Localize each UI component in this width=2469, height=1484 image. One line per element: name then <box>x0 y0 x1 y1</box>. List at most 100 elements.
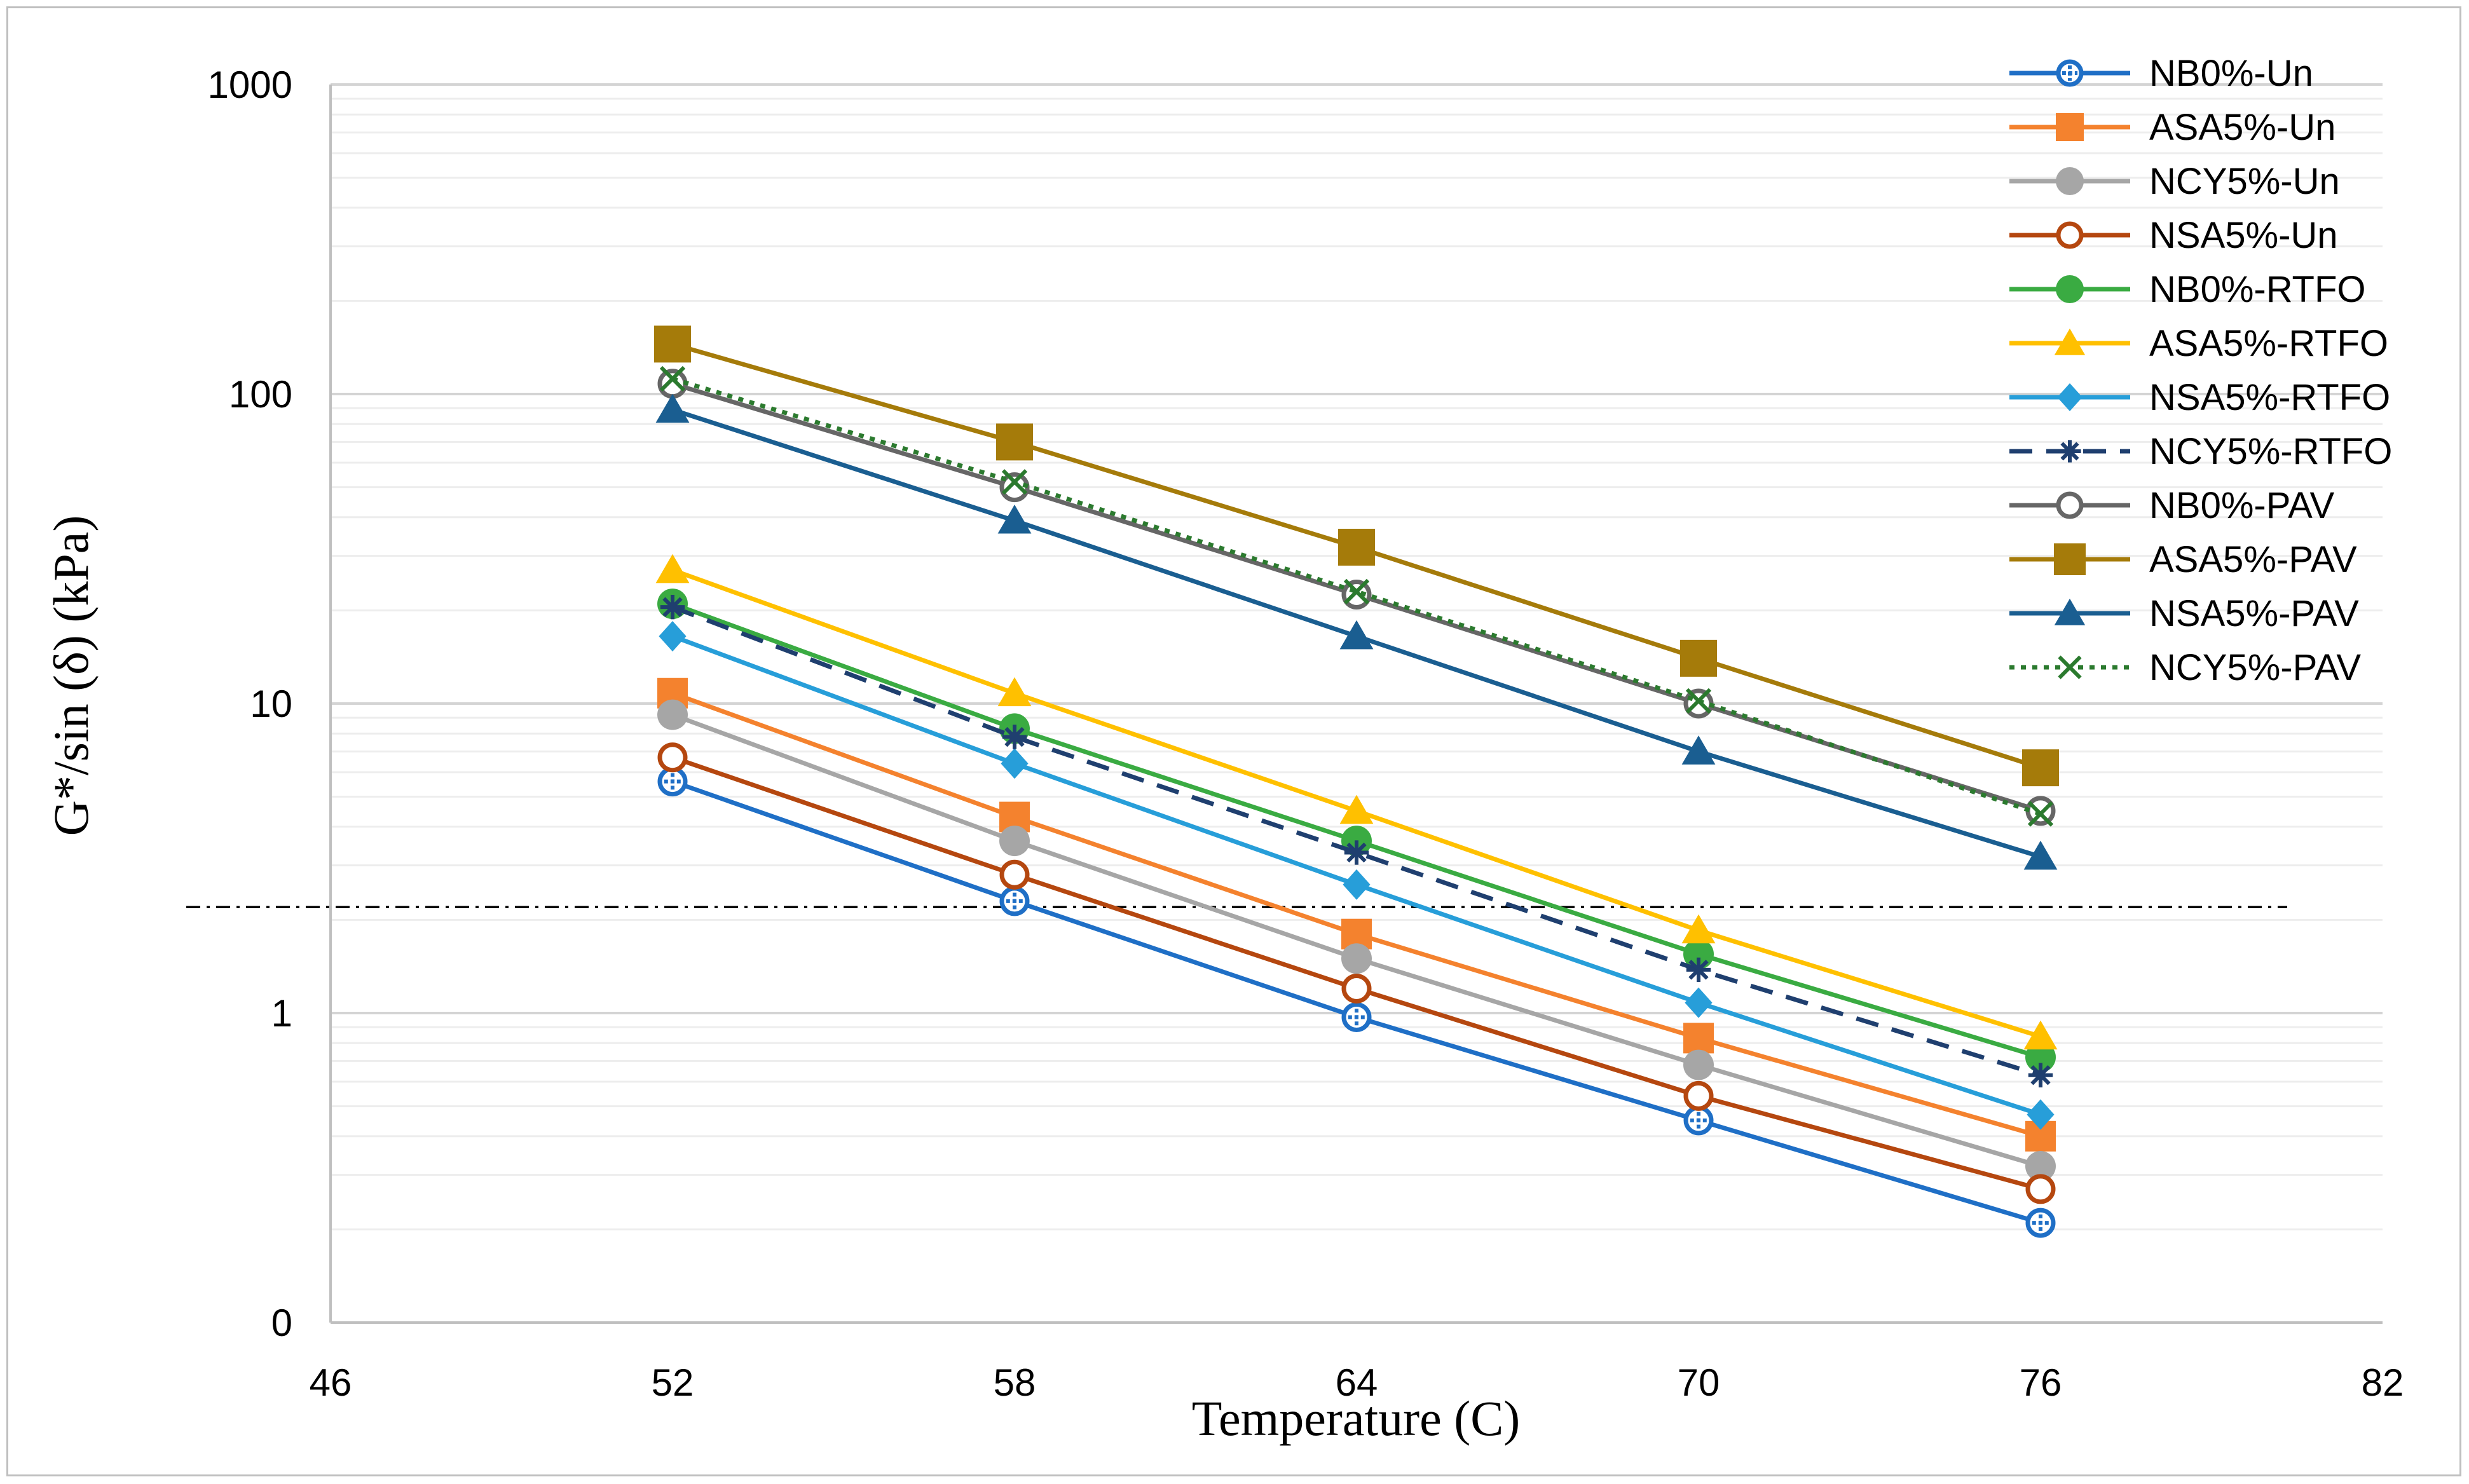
legend-entry: NCY5%-RTFO <box>2009 431 2392 472</box>
marker-triangle <box>2054 598 2086 625</box>
data-point <box>1339 620 1374 650</box>
marker-diamond <box>2057 383 2083 411</box>
marker-diamond <box>1343 869 1371 900</box>
x-axis-title: Temperature (C) <box>1192 1391 1520 1446</box>
data-point <box>997 677 1032 707</box>
marker-circle-open <box>2056 491 2084 519</box>
data-point <box>657 766 688 797</box>
series-nsa5-un <box>657 742 2056 1204</box>
marker-x-b <box>1685 688 1712 714</box>
legend-entry: NSA5%-RTFO <box>2009 377 2390 418</box>
legend-entry: ASA5%-Un <box>2009 107 2336 148</box>
y-tick-label: 100 <box>229 373 292 416</box>
data-point <box>657 369 688 399</box>
marker-x-b <box>659 365 686 392</box>
marker-square <box>2054 543 2086 575</box>
marker-circle <box>657 699 688 730</box>
marker-square <box>2022 749 2059 787</box>
marker-diamond <box>659 621 687 652</box>
marker-diamond <box>1685 987 1713 1018</box>
legend-entry: NCY5%-PAV <box>2009 647 2361 688</box>
data-point <box>2028 1063 2053 1087</box>
legend-label: ASA5%-Un <box>2149 107 2336 148</box>
data-point <box>659 621 687 652</box>
marker-circle-open <box>1683 1080 1714 1111</box>
marker-star-arm <box>1346 842 1367 863</box>
marker-triangle <box>2054 328 2086 355</box>
series-ncy5-pav <box>659 365 2054 827</box>
data-point <box>1683 1049 1714 1080</box>
marker-square <box>1683 1023 1714 1054</box>
data-point <box>2025 1042 2056 1073</box>
data-point <box>2023 840 2058 870</box>
line-chart: 46 52 58 64 70 76 82 0 1 10 100 1000 NB0%-Un ASA5%-U… <box>43 53 2404 1446</box>
legend-label: NSA5%-Un <box>2149 215 2338 256</box>
series-line <box>671 604 2042 1078</box>
data-point <box>1685 987 1713 1018</box>
marker-triangle <box>2023 1020 2058 1050</box>
legend-entry: ASA5%-RTFO <box>2009 323 2388 364</box>
data-point <box>1001 469 1028 495</box>
data-point <box>2027 801 2054 827</box>
series-line <box>671 691 2041 1139</box>
data-point <box>654 325 691 363</box>
data-point <box>1001 748 1029 779</box>
data-point <box>999 859 1030 890</box>
data-point <box>1341 973 1372 1004</box>
marker-triangle <box>1339 620 1374 650</box>
series-asa5-un <box>657 677 2056 1152</box>
series-nb0-un <box>657 766 2056 1238</box>
marker-star-arm <box>662 597 683 617</box>
data-point <box>1686 957 1711 983</box>
marker-triangle <box>1339 794 1374 824</box>
marker-triangle <box>997 504 1032 534</box>
marker-circle-open <box>657 369 688 399</box>
data-point <box>1683 1105 1714 1136</box>
marker-x-b <box>2058 655 2082 679</box>
legend-entry: NCY5%-Un <box>2009 161 2340 202</box>
marker-diamond <box>1001 748 1029 779</box>
legend-label: NB0%-PAV <box>2149 485 2334 526</box>
marker-square <box>2056 113 2084 141</box>
legend-label: NB0%-RTFO <box>2149 269 2366 310</box>
data-point <box>655 554 690 583</box>
marker-circle <box>999 826 1030 857</box>
data-point <box>1341 943 1372 974</box>
marker-circle <box>1683 1049 1714 1080</box>
x-tick-label: 52 <box>652 1361 694 1404</box>
data-point <box>655 393 690 423</box>
data-point <box>1343 578 1370 604</box>
y-tick-label: 0 <box>271 1302 292 1344</box>
marker-square <box>1680 639 1717 677</box>
marker-square <box>654 325 691 363</box>
data-point <box>659 365 686 392</box>
data-point <box>2025 1174 2056 1204</box>
data-point <box>1341 1002 1372 1032</box>
marker-circle <box>2056 275 2084 303</box>
data-point <box>1344 840 1369 865</box>
legend-label: NCY5%-PAV <box>2149 647 2361 688</box>
legend-label: NB0%-Un <box>2149 53 2313 94</box>
marker-triangle <box>997 677 1032 707</box>
chart-frame: 46 52 58 64 70 76 82 0 1 10 100 1000 NB0%-Un ASA5%-U… <box>6 6 2461 1476</box>
series-nsa5-pav <box>655 393 2058 870</box>
data-point <box>999 886 1030 916</box>
data-point <box>1341 579 1372 609</box>
marker-circle-open <box>999 859 1030 890</box>
data-point <box>1680 639 1717 677</box>
x-tick-label: 70 <box>1678 1361 1720 1404</box>
legend-label: NCY5%-Un <box>2149 161 2340 202</box>
data-point <box>1338 528 1375 566</box>
marker-circle <box>1341 943 1372 974</box>
data-point <box>1002 725 1027 749</box>
marker-circle <box>2056 167 2084 195</box>
data-point <box>657 742 688 773</box>
legend-label: NSA5%-RTFO <box>2149 377 2390 418</box>
legend-entry: NB0%-PAV <box>2009 485 2334 526</box>
data-point <box>1681 914 1716 944</box>
marker-circle-open <box>1341 579 1372 609</box>
marker-circle <box>2025 1150 2056 1181</box>
data-point <box>2023 1020 2058 1050</box>
marker-circle-open <box>2056 221 2084 249</box>
legend-entry: NB0%-RTFO <box>2009 269 2366 310</box>
